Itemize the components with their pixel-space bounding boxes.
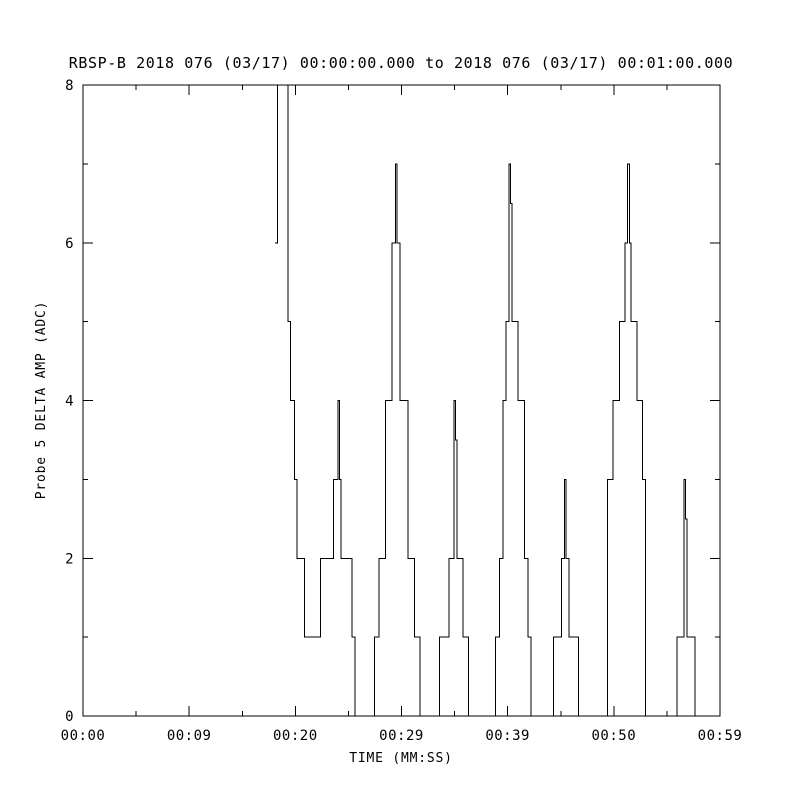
y-axis-label: Probe 5 DELTA AMP (ADC) [34,301,49,499]
data-step-line [275,84,720,717]
x-tick-label: 00:39 [485,728,530,744]
y-tick-label: 0 [65,709,74,725]
y-tick-label: 2 [65,551,74,567]
y-tick-label: 4 [65,394,74,410]
x-axis-label: TIME (MM:SS) [349,751,453,766]
x-tick-label: 00:20 [273,728,318,744]
chart-title: RBSP-B 2018 076 (03/17) 00:00:00.000 to … [69,54,734,72]
x-tick-label: 00:29 [379,728,424,744]
x-tick-label: 00:00 [61,728,106,744]
y-tick-label: 6 [65,236,74,252]
y-tick-label: 8 [65,78,74,94]
x-tick-label: 00:59 [698,728,743,744]
x-tick-label: 00:50 [592,728,637,744]
x-tick-label: 00:09 [167,728,212,744]
plot-area: 00:00 00:09 00:20 00:29 00:39 00:50 00:59 0 2 4 6 8 [61,78,743,744]
